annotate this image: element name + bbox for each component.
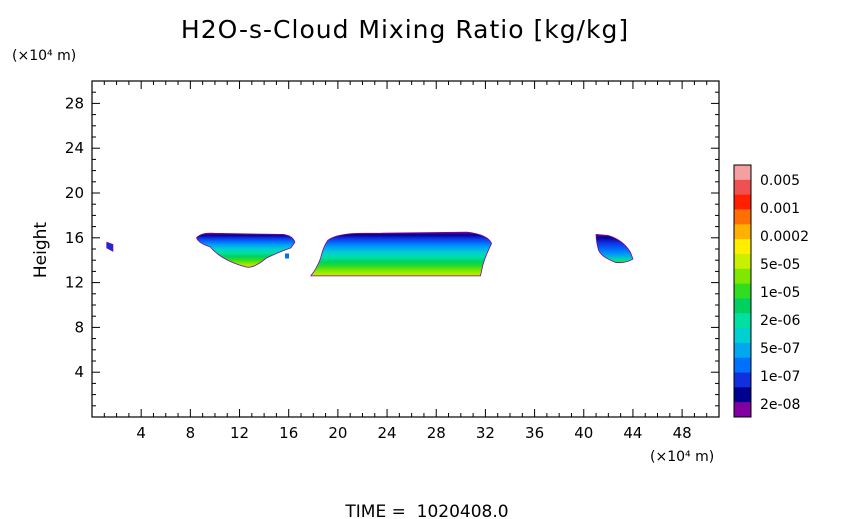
cloud-region [106, 241, 114, 252]
colorbar-swatch [734, 194, 751, 210]
x-tick-label: 4 [136, 424, 146, 442]
cloud-region [310, 231, 493, 277]
cloud-field [106, 231, 634, 277]
x-axis-unit: (×10⁴ m) [650, 449, 714, 465]
colorbar-swatch [734, 209, 751, 225]
x-tick-label: 44 [623, 424, 642, 442]
plot-frame [91, 80, 720, 418]
colorbar-swatch [734, 357, 751, 373]
y-tick-label: 4 [74, 363, 84, 381]
colorbar-swatch [734, 313, 751, 329]
cloud-region [196, 232, 296, 268]
colorbar-swatch [734, 165, 751, 181]
colorbar-swatch [734, 224, 751, 240]
colorbar-swatch [734, 253, 751, 270]
x-tick-label: 28 [427, 424, 446, 442]
x-tick-label: 48 [673, 424, 692, 442]
colorbar-frame [733, 164, 752, 418]
colorbar-swatch [734, 372, 751, 388]
colorbar-swatch [734, 387, 751, 403]
x-tick-label: 32 [476, 424, 495, 442]
colorbar-label: 1e-07 [760, 369, 800, 385]
y-tick-label: 8 [74, 318, 84, 336]
colorbar-swatch [734, 342, 751, 359]
colorbar-label: 0.0002 [760, 229, 809, 245]
y-tick-label: 16 [65, 229, 84, 247]
colorbar-swatch [734, 268, 751, 284]
colorbar-swatch [734, 328, 751, 344]
y-tick-label: 24 [65, 139, 84, 157]
y-tick-label: 28 [65, 94, 84, 112]
time-footer: TIME = 1020408.0 [344, 502, 508, 519]
x-tick-label: 24 [378, 424, 397, 442]
colorbar-label: 2e-06 [760, 313, 800, 329]
colorbar-swatch [734, 239, 751, 255]
y-tick-label: 12 [65, 274, 84, 292]
x-tick-label: 12 [230, 424, 249, 442]
y-axis-unit: (×10⁴ m) [12, 48, 76, 64]
colorbar-label: 0.001 [760, 201, 800, 217]
x-tick-label: 8 [186, 424, 196, 442]
chart-title: H2O-s-Cloud Mixing Ratio [kg/kg] [181, 15, 629, 44]
colorbar-swatch [734, 283, 751, 299]
y-tick-label: 20 [65, 184, 84, 202]
x-tick-label: 16 [279, 424, 298, 442]
colorbar-swatch [734, 402, 751, 418]
cloud-fleck [285, 253, 290, 259]
colorbar-swatch [734, 298, 751, 314]
x-tick-labels: 4 8 12 16 20 24 28 32 36 40 44 48 [136, 424, 691, 442]
x-tick-label: 20 [328, 424, 347, 442]
colorbar: 0.005 0.001 0.0002 5e-05 1e-05 2e-06 5e-07 1e-0… [733, 164, 809, 418]
colorbar-label: 0.005 [760, 173, 800, 189]
colorbar-swatch [734, 179, 751, 196]
y-tick-labels: 4 8 12 16 20 24 28 [65, 94, 84, 381]
x-tick-label: 40 [574, 424, 593, 442]
colorbar-label: 1e-05 [760, 285, 800, 301]
colorbar-label: 5e-05 [760, 257, 800, 273]
x-tick-label: 36 [525, 424, 544, 442]
colorbar-label: 5e-07 [760, 341, 800, 357]
y-axis-label: Height [31, 222, 51, 279]
colorbar-label: 2e-08 [760, 397, 800, 413]
cloud-region [595, 234, 634, 264]
axis-ticks [92, 81, 719, 417]
